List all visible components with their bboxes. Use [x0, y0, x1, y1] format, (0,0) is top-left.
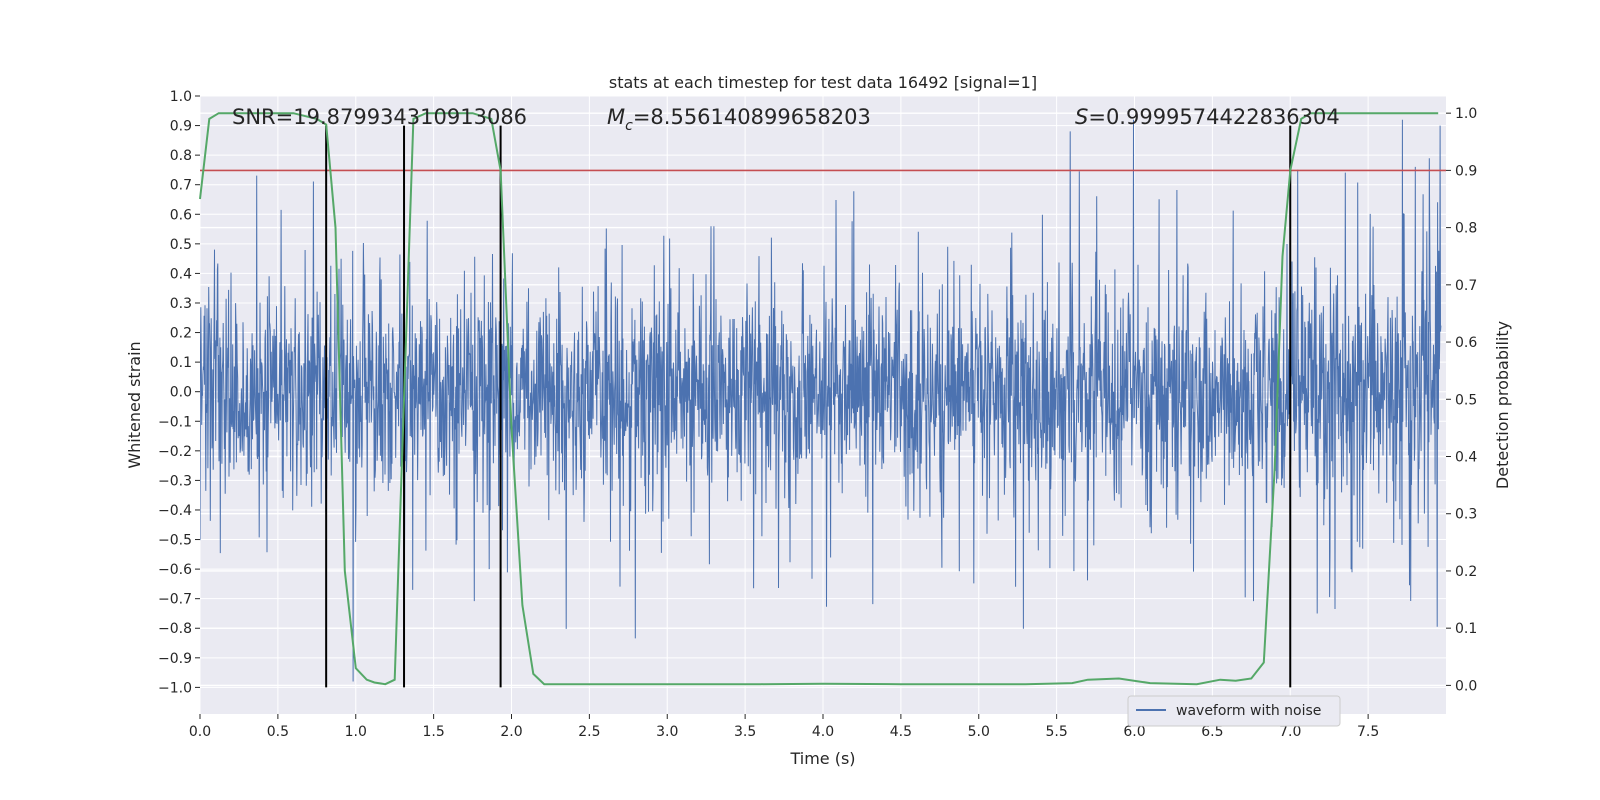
- waveform-series: [200, 119, 1442, 682]
- y-left-tick-label: 0.8: [170, 148, 192, 164]
- y-left-tick-label: 0.9: [170, 119, 192, 135]
- x-tick-label: 5.0: [968, 724, 990, 740]
- x-tick-label: 7.5: [1357, 724, 1379, 740]
- probability-line: [199, 112, 1439, 686]
- y-left-tick-label: −0.7: [158, 592, 192, 608]
- mc-subscript: c: [625, 118, 633, 134]
- y-right-tick-label: 0.1: [1455, 621, 1477, 637]
- waveform-trace: [200, 119, 1442, 682]
- y-left-tick-label: 0.5: [170, 237, 192, 253]
- x-tick-label: 3.0: [656, 724, 678, 740]
- y-left-tick-label: 0.0: [170, 385, 192, 401]
- s-annotation: S=0.9999574422836304: [1075, 105, 1340, 129]
- snr-annotation: SNR=19.879934310913086: [232, 105, 527, 129]
- x-tick-label: 4.5: [890, 724, 912, 740]
- y-right-tick-label: 0.2: [1455, 564, 1477, 580]
- y-left-tick-label: −0.1: [158, 414, 192, 430]
- y-right-tick-label: 0.9: [1455, 163, 1477, 179]
- x-tick-label: 4.0: [812, 724, 834, 740]
- y-left-tick-label: 0.2: [170, 326, 192, 342]
- s-value: =0.9999574422836304: [1088, 105, 1339, 129]
- x-tick-label: 6.5: [1201, 724, 1223, 740]
- y-axis-label-right: Detection probability: [1493, 321, 1512, 489]
- y-left-tick-label: 0.3: [170, 296, 192, 312]
- mc-value: =8.556140899658203: [633, 105, 871, 129]
- x-tick-label: 3.5: [734, 724, 756, 740]
- x-tick-label: 1.5: [422, 724, 444, 740]
- y-left-tick-label: −0.6: [158, 562, 192, 578]
- x-tick-label: 5.5: [1045, 724, 1067, 740]
- s-symbol: S: [1075, 105, 1088, 129]
- y-left-tick-label: −0.8: [158, 621, 192, 637]
- y-right-tick-label: 0.6: [1455, 335, 1477, 351]
- y-left-tick-label: −0.3: [158, 473, 192, 489]
- y-left-tick-label: 0.4: [170, 266, 192, 282]
- y-right-tick-label: 0.3: [1455, 507, 1477, 523]
- x-tick-label: 0.0: [189, 724, 211, 740]
- mc-symbol: M: [607, 105, 625, 129]
- y-right-tick-label: 1.0: [1455, 106, 1477, 122]
- x-tick-label: 6.0: [1123, 724, 1145, 740]
- y-left-tick-label: −0.2: [158, 444, 192, 460]
- x-tick-label: 7.0: [1279, 724, 1301, 740]
- y-axis-label-left: Whitened strain: [125, 341, 144, 468]
- x-tick-label: 0.5: [267, 724, 289, 740]
- y-right-tick-label: 0.0: [1455, 678, 1477, 694]
- legend-label: waveform with noise: [1176, 703, 1321, 719]
- y-left-tick-label: 1.0: [170, 89, 192, 105]
- y-left-tick-label: −0.5: [158, 533, 192, 549]
- y-left-tick-label: −0.9: [158, 651, 192, 667]
- chirp-mass-annotation: Mc=8.556140899658203: [607, 105, 871, 134]
- y-right-tick-label: 0.7: [1455, 278, 1477, 294]
- y-right-tick-label: 0.4: [1455, 450, 1477, 466]
- y-right-tick-label: 0.8: [1455, 221, 1477, 237]
- y-left-tick-label: −1.0: [158, 680, 192, 696]
- y-left-tick-label: 0.1: [170, 355, 192, 371]
- y-left-tick-label: 0.6: [170, 207, 192, 223]
- x-tick-label: 1.0: [345, 724, 367, 740]
- y-left-tick-label: 0.7: [170, 178, 192, 194]
- legend-box: [1127, 695, 1341, 727]
- x-tick-label: 2.5: [578, 724, 600, 740]
- x-tick-label: 2.0: [500, 724, 522, 740]
- y-left-ticks: 1.0 0.9 0.8 0.7 0.6 0.5 0.4 0.3 0.2 0.1 0.0 −0.1 −0.…: [158, 89, 200, 696]
- y-right-tick-label: 0.5: [1455, 392, 1477, 408]
- legend: waveform with noise: [1127, 695, 1341, 727]
- y-right-ticks: 1.0 0.9 0.8 0.7 0.6 0.5 0.4 0.3 0.2 0.1 0.0: [1446, 106, 1477, 694]
- y-left-tick-label: −0.4: [158, 503, 192, 519]
- x-axis-label: Time (s): [789, 749, 855, 768]
- x-ticks: 0.0 0.5 1.0 1.5 2.0 2.5 3.0 3.5 4.0 4.5 5.0 5.5 6.0 6…: [189, 714, 1379, 740]
- chart-title: stats at each timestep for test data 164…: [609, 73, 1037, 92]
